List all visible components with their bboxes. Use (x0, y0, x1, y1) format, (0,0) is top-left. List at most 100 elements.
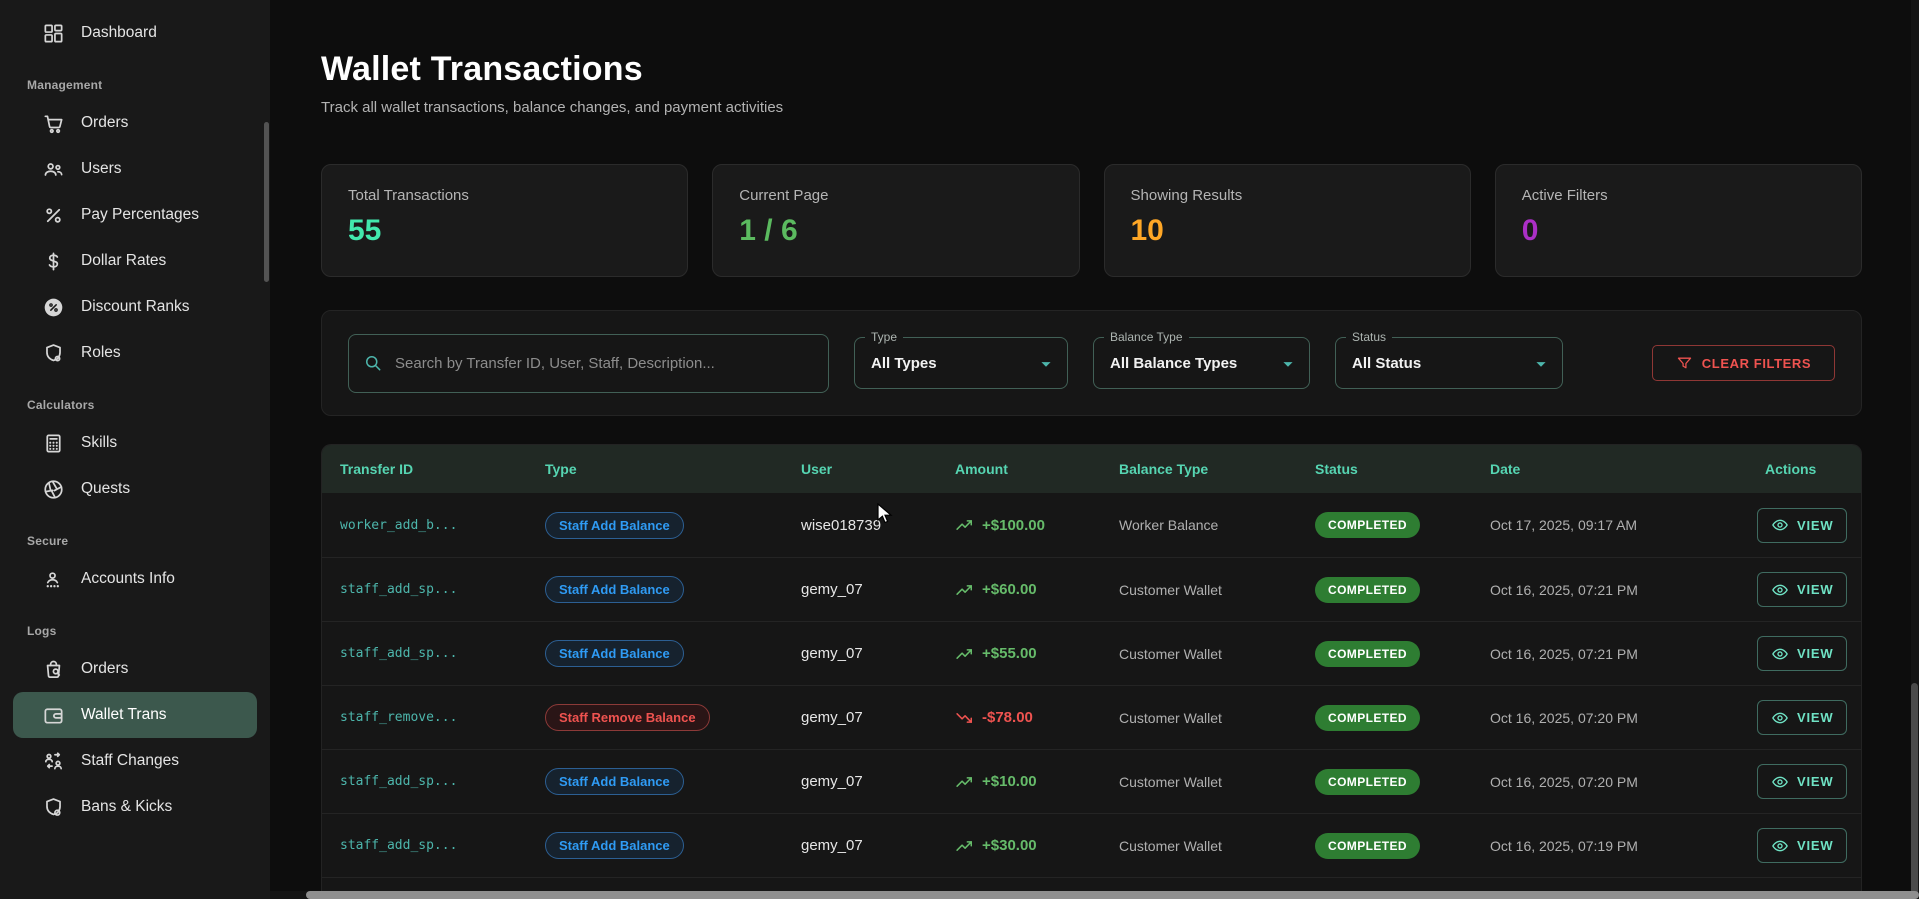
stat-card-current-page: Current Page 1 / 6 (712, 164, 1080, 277)
cell-type: Staff Add Balance (527, 814, 783, 877)
select-status[interactable]: Status All Status (1335, 330, 1563, 389)
trend-up-icon (955, 644, 975, 664)
sidebar-item-orders[interactable]: Orders (13, 100, 257, 146)
cell-amount: +$10.00 (937, 750, 1101, 813)
sidebar-item-label: Discount Ranks (81, 298, 190, 315)
type-badge: Staff Remove Balance (545, 704, 710, 731)
cell-transfer-id: staff_add_sp... (340, 838, 458, 853)
cell-date: Oct 16, 2025, 07:20 PM (1490, 709, 1638, 726)
cell-date: Oct 16, 2025, 07:21 PM (1490, 581, 1638, 598)
amount-text: +$100.00 (982, 516, 1045, 534)
calculator-icon (42, 432, 65, 455)
cell-transfer-id: staff_remove... (340, 710, 458, 725)
sidebar-item-dashboard[interactable]: Dashboard (13, 10, 257, 56)
filter-funnel-icon (1676, 355, 1693, 372)
sidebar-item-staff-changes[interactable]: Staff Changes (13, 738, 257, 784)
sidebar-item-skills[interactable]: Skills (13, 420, 257, 466)
sidebar-item-wallet-trans[interactable]: Wallet Trans (13, 692, 257, 738)
status-badge: COMPLETED (1315, 640, 1420, 667)
trend-down-icon (955, 708, 975, 728)
sidebar-item-quests[interactable]: Quests (13, 466, 257, 512)
cell-status: COMPLETED (1297, 686, 1472, 749)
cell-actions: VIEW (1747, 558, 1861, 621)
cell-date: Oct 16, 2025, 07:21 PM (1490, 645, 1638, 662)
cell-actions: VIEW (1747, 686, 1861, 749)
percent-icon (42, 204, 65, 227)
stat-card-showing-results: Showing Results 10 (1103, 164, 1471, 277)
cell-user: gemy_07 (801, 645, 863, 662)
view-button[interactable]: VIEW (1757, 764, 1848, 799)
sidebar-item-pay-percentages[interactable]: Pay Percentages (13, 192, 257, 238)
transactions-table: Transfer ID Type User Amount Balance Type Sta… (321, 444, 1862, 892)
table-row: staff_add_sp... Staff Add Balance gemy_07 +… (322, 557, 1861, 621)
eye-icon (1771, 773, 1789, 791)
type-badge: Staff Add Balance (545, 832, 684, 859)
stats-row: Total Transactions 55 Current Page 1 / 6 Sho… (321, 164, 1862, 277)
amount-text: +$55.00 (982, 645, 1037, 662)
column-header-type: Type (545, 461, 577, 477)
cell-actions: VIEW (1747, 750, 1861, 813)
sidebar-item-bans-kicks[interactable]: Bans & Kicks (13, 784, 257, 830)
sidebar-item-discount-ranks[interactable]: Discount Ranks (13, 284, 257, 330)
select-type[interactable]: Type All Types (854, 330, 1068, 389)
sidebar-item-users[interactable]: Users (13, 146, 257, 192)
vertical-scrollbar-thumb[interactable] (1911, 683, 1918, 899)
amount-value: +$30.00 (955, 836, 1037, 856)
cell-status: COMPLETED (1297, 622, 1472, 685)
column-header-actions: Actions (1765, 461, 1817, 477)
sidebar-item-orders[interactable]: Orders (13, 646, 257, 692)
select-label: Balance Type (1104, 330, 1189, 344)
cell-transfer-id: staff_add_sp... (340, 774, 458, 789)
stat-value: 10 (1130, 214, 1164, 247)
cell-balance-type: Customer Wallet (1119, 773, 1222, 790)
view-button[interactable]: VIEW (1757, 700, 1848, 735)
cell-actions: VIEW (1747, 622, 1861, 685)
stat-value: 1 / 6 (739, 214, 798, 247)
type-badge: Staff Add Balance (545, 576, 684, 603)
table-row-partial (322, 877, 1861, 892)
stat-label: Current Page (739, 187, 829, 204)
table-row: staff_add_sp... Staff Add Balance gemy_07 +… (322, 813, 1861, 877)
cell-balance-type: Customer Wallet (1119, 709, 1222, 726)
sidebar-item-dollar-rates[interactable]: Dollar Rates (13, 238, 257, 284)
cell-type: Staff Add Balance (527, 622, 783, 685)
cell-balance-type: Customer Wallet (1119, 837, 1222, 854)
column-header-user: User (801, 461, 833, 477)
view-button[interactable]: VIEW (1757, 636, 1848, 671)
dollar-icon (42, 250, 65, 273)
view-button[interactable]: VIEW (1757, 828, 1848, 863)
horizontal-scrollbar-thumb[interactable] (306, 891, 1919, 899)
bag-search-icon (42, 658, 65, 681)
wallet-icon (42, 704, 65, 727)
view-button[interactable]: VIEW (1757, 507, 1848, 543)
vertical-scrollbar-track[interactable] (1911, 0, 1919, 899)
clear-filters-button[interactable]: CLEAR FILTERS (1652, 345, 1835, 381)
sidebar-item-label: Skills (81, 434, 118, 451)
amount-text: +$10.00 (982, 773, 1037, 790)
users-icon (42, 158, 65, 181)
select-label: Type (865, 330, 904, 344)
sidebar-item-roles[interactable]: Roles (13, 330, 257, 376)
table-row: staff_add_sp... Staff Add Balance gemy_07 +… (322, 621, 1861, 685)
clear-filters-label: CLEAR FILTERS (1701, 355, 1812, 371)
sidebar-item-label: Orders (81, 660, 129, 677)
status-badge: COMPLETED (1315, 832, 1420, 859)
status-badge: COMPLETED (1315, 768, 1420, 795)
sidebar-section-title: Logs (27, 624, 57, 638)
cell-balance-type: Worker Balance (1119, 517, 1219, 533)
cell-actions: VIEW (1747, 814, 1861, 877)
sidebar-scrollbar-thumb[interactable] (264, 122, 269, 282)
table-row: staff_add_sp... Staff Add Balance gemy_07 +… (322, 749, 1861, 813)
eye-icon (1771, 581, 1789, 599)
cell-type: Staff Add Balance (527, 493, 783, 557)
people-swap-icon (42, 750, 65, 773)
cell-user: gemy_07 (801, 581, 863, 598)
sidebar-item-label: Staff Changes (81, 752, 179, 769)
select-value: All Types (871, 354, 937, 372)
view-button[interactable]: VIEW (1757, 572, 1848, 607)
select-balance-type[interactable]: Balance Type All Balance Types (1093, 330, 1310, 389)
sidebar-item-accounts-info[interactable]: Accounts Info (13, 556, 257, 602)
sidebar-item-label: Dollar Rates (81, 252, 167, 269)
status-badge: COMPLETED (1315, 704, 1420, 731)
search-input[interactable] (348, 333, 829, 393)
